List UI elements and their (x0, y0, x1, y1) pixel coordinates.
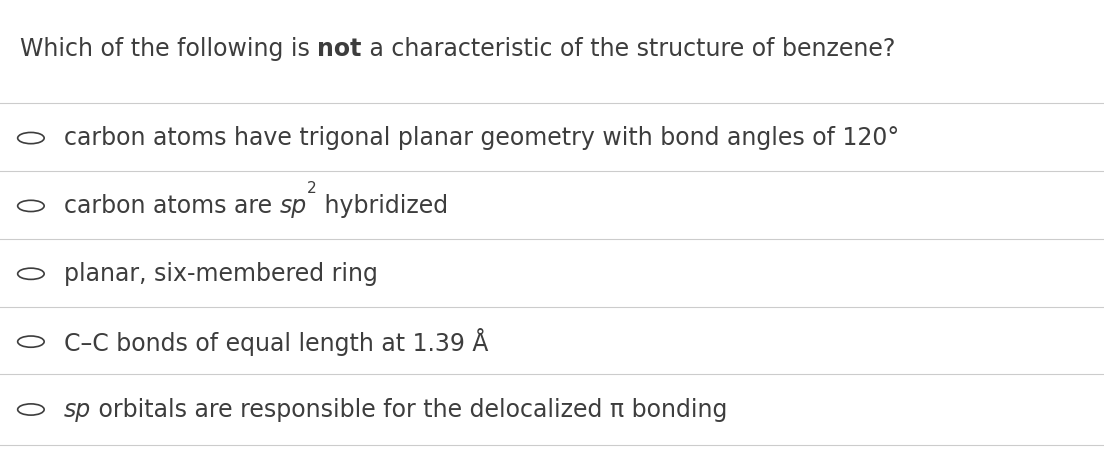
Text: carbon atoms are: carbon atoms are (64, 194, 279, 218)
Text: planar, six-membered ring: planar, six-membered ring (64, 262, 378, 286)
Text: hybridized: hybridized (317, 194, 448, 218)
Text: Which of the following is: Which of the following is (20, 37, 317, 61)
Text: carbon atoms have trigonal planar geometry with bond angles of 120°: carbon atoms have trigonal planar geomet… (64, 126, 900, 150)
Text: sp: sp (64, 397, 92, 422)
Text: C–C bonds of equal length at 1.39 Å: C–C bonds of equal length at 1.39 Å (64, 328, 488, 356)
Text: a characteristic of the structure of benzene?: a characteristic of the structure of ben… (362, 37, 895, 61)
Text: not: not (317, 37, 362, 61)
Text: sp: sp (279, 194, 307, 218)
Text: orbitals are responsible for the delocalized π bonding: orbitals are responsible for the delocal… (92, 397, 728, 422)
Text: 2: 2 (307, 181, 317, 196)
